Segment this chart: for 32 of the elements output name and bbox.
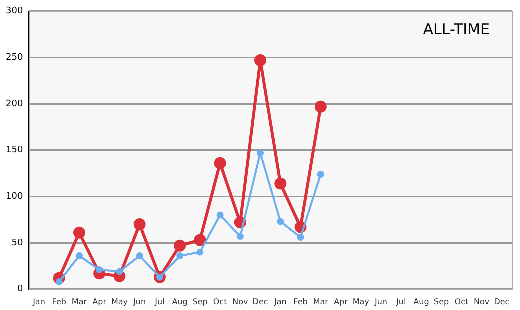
y-tick-label: 0 xyxy=(17,284,24,295)
x-tick-label: Feb xyxy=(52,297,66,306)
x-tick-label: Aug xyxy=(414,297,430,306)
y-tick-label: 50 xyxy=(12,238,24,248)
x-tick-label: Apr xyxy=(92,297,108,306)
y-tick-label: 300 xyxy=(6,6,24,17)
x-tick-label: Jun xyxy=(374,297,388,306)
x-tick-label: Mar xyxy=(313,297,330,306)
y-tick-label: 200 xyxy=(6,99,24,110)
y-tick-label: 250 xyxy=(6,53,24,64)
x-tick-label: Apr xyxy=(334,297,349,306)
x-tick-label: Sep xyxy=(434,297,450,306)
x-tick-label: Jan xyxy=(32,297,46,306)
annotation: ALL-TIME xyxy=(423,20,490,38)
y-tick-label: 100 xyxy=(6,192,24,202)
y-tick-label: 150 xyxy=(6,146,24,156)
x-tick-label: Dec xyxy=(252,297,268,306)
x-tick-label: Nov xyxy=(232,297,248,306)
x-tick-label: Oct xyxy=(454,297,469,306)
x-tick-label: Dec xyxy=(494,297,510,306)
x-tick-label: Feb xyxy=(294,297,308,306)
x-tick-label: Jul xyxy=(396,297,406,306)
x-tick-label: May xyxy=(352,297,370,306)
x-tick-label: Jan xyxy=(273,297,287,306)
x-tick-label: Jul xyxy=(154,297,165,306)
x-tick-label: Mar xyxy=(72,297,88,306)
x-tick-label: Sep xyxy=(192,297,208,306)
x-tick-label: Nov xyxy=(474,297,490,306)
x-tick-label: Jun xyxy=(132,297,146,306)
x-tick-label: May xyxy=(111,297,128,306)
x-tick-label: Oct xyxy=(213,297,228,306)
x-tick-label: Aug xyxy=(172,297,188,306)
